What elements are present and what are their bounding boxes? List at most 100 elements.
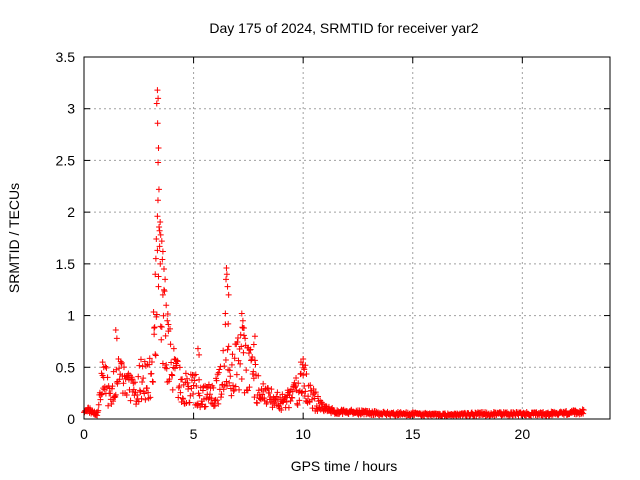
data-point bbox=[153, 236, 160, 243]
data-point bbox=[222, 357, 229, 364]
data-point bbox=[294, 402, 301, 409]
data-point bbox=[292, 383, 299, 390]
data-point bbox=[116, 365, 123, 372]
data-point bbox=[152, 352, 159, 359]
data-point bbox=[231, 355, 238, 362]
data-point bbox=[228, 361, 235, 368]
data-point bbox=[157, 219, 164, 226]
data-point bbox=[298, 389, 305, 396]
data-point bbox=[234, 334, 241, 341]
data-point bbox=[180, 396, 187, 403]
data-point bbox=[170, 345, 177, 352]
data-point bbox=[135, 373, 142, 380]
data-point bbox=[151, 324, 158, 331]
data-point bbox=[294, 400, 301, 407]
data-point bbox=[153, 100, 160, 107]
data-point bbox=[159, 248, 166, 255]
data-point bbox=[94, 412, 101, 419]
data-point bbox=[120, 380, 127, 387]
data-point bbox=[168, 371, 175, 378]
data-point bbox=[148, 370, 155, 377]
data-point bbox=[153, 311, 160, 318]
data-point bbox=[135, 398, 142, 405]
data-point bbox=[147, 394, 154, 401]
y-axis-label: SRMTID / TECUs bbox=[6, 183, 22, 293]
data-point bbox=[146, 355, 153, 362]
chart-title: Day 175 of 2024, SRMTID for receiver yar… bbox=[209, 20, 478, 36]
y-tick-label: 2.5 bbox=[56, 152, 76, 168]
data-point bbox=[110, 398, 117, 405]
data-point bbox=[308, 396, 315, 403]
data-point bbox=[176, 364, 183, 371]
data-point bbox=[579, 406, 586, 413]
data-point bbox=[155, 186, 162, 193]
data-point bbox=[250, 341, 257, 348]
data-point bbox=[232, 383, 239, 390]
data-point bbox=[108, 385, 115, 392]
data-point bbox=[283, 398, 290, 405]
data-point bbox=[179, 376, 186, 383]
data-point bbox=[297, 359, 304, 366]
data-point bbox=[133, 401, 140, 408]
data-point bbox=[160, 286, 167, 293]
data-point bbox=[237, 331, 244, 338]
data-point bbox=[177, 389, 184, 396]
y-tick-label: 2 bbox=[67, 204, 75, 220]
data-point bbox=[196, 351, 203, 358]
data-point bbox=[156, 227, 163, 234]
data-point bbox=[224, 346, 231, 353]
data-point bbox=[165, 321, 172, 328]
data-point bbox=[268, 386, 275, 393]
data-point bbox=[151, 325, 158, 332]
data-point bbox=[144, 385, 151, 392]
data-point bbox=[167, 341, 174, 348]
data-point bbox=[242, 335, 249, 342]
data-point bbox=[163, 365, 170, 372]
data-point bbox=[116, 376, 123, 383]
data-point bbox=[154, 87, 161, 94]
data-point bbox=[165, 328, 172, 335]
data-point bbox=[254, 400, 261, 407]
data-point bbox=[207, 391, 214, 398]
data-point bbox=[131, 379, 138, 386]
data-point bbox=[111, 393, 118, 400]
data-point bbox=[118, 359, 125, 366]
data-point bbox=[238, 310, 245, 317]
data-point bbox=[234, 339, 241, 346]
data-point bbox=[213, 377, 220, 384]
data-point bbox=[265, 385, 272, 392]
data-point bbox=[182, 370, 189, 377]
data-point bbox=[274, 389, 281, 396]
data-point bbox=[230, 382, 237, 389]
data-point bbox=[296, 397, 303, 404]
data-point bbox=[193, 382, 200, 389]
x-tick-label: 0 bbox=[80, 426, 88, 442]
data-point bbox=[226, 367, 233, 374]
data-point bbox=[240, 324, 247, 331]
data-point bbox=[238, 343, 245, 350]
x-tick-label: 20 bbox=[515, 426, 531, 442]
data-point bbox=[215, 400, 222, 407]
data-point bbox=[163, 302, 170, 309]
data-point bbox=[155, 283, 162, 290]
data-point bbox=[137, 356, 144, 363]
data-point bbox=[100, 364, 107, 371]
data-point bbox=[307, 382, 314, 389]
data-point bbox=[192, 371, 199, 378]
data-point bbox=[109, 383, 116, 390]
data-point bbox=[105, 402, 112, 409]
data-point bbox=[174, 358, 181, 365]
data-point bbox=[210, 384, 217, 391]
data-point bbox=[103, 364, 110, 371]
data-point bbox=[112, 391, 119, 398]
data-point bbox=[205, 381, 212, 388]
x-axis-label: GPS time / hours bbox=[291, 458, 398, 474]
data-point bbox=[97, 391, 104, 398]
data-point bbox=[255, 372, 262, 379]
data-point bbox=[246, 384, 253, 391]
data-point bbox=[202, 403, 209, 410]
data-point bbox=[226, 379, 233, 386]
data-point bbox=[309, 405, 316, 412]
data-point bbox=[154, 120, 161, 127]
data-point bbox=[250, 368, 257, 375]
